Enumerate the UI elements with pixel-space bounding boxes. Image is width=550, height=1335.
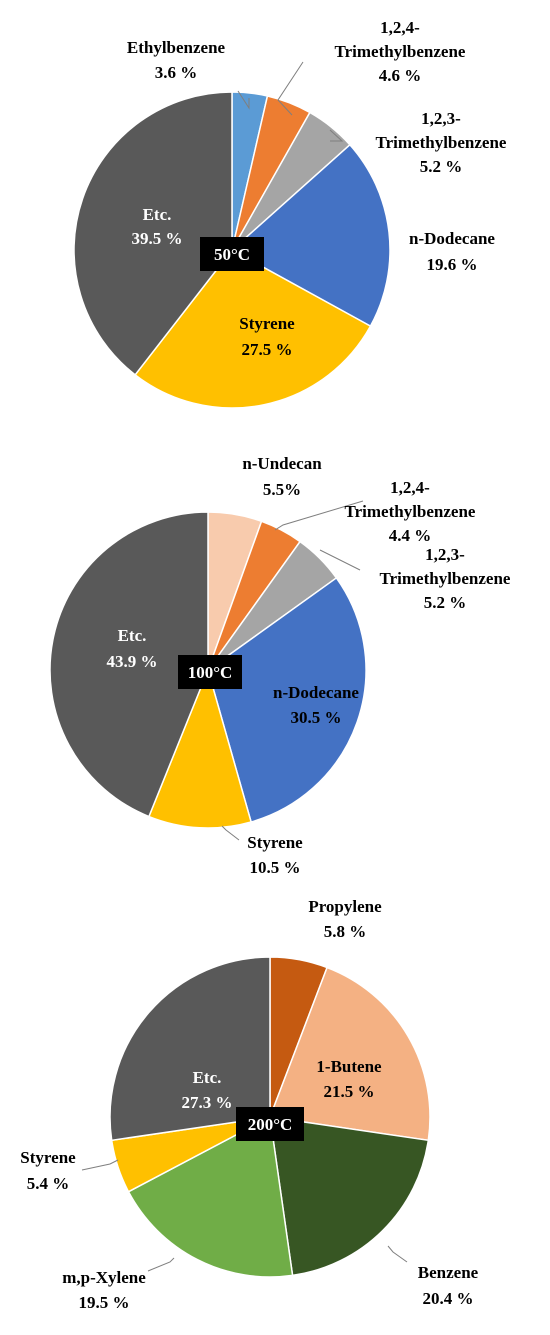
slice-name-label: Trimethylbenzene (376, 133, 507, 152)
leader-line (221, 825, 240, 841)
slice-value-label: 27.5 % (242, 340, 293, 359)
slice-name-label: Propylene (308, 897, 382, 916)
pie-slice (134, 249, 372, 409)
slice-value-label: 5.2 % (424, 593, 467, 612)
slice-value-label: 30.5 % (291, 708, 342, 727)
pie-slice (269, 1116, 430, 1277)
slice-name-label: Benzene (418, 1263, 479, 1282)
leader-line (274, 500, 364, 531)
slice-name-label: Trimethylbenzene (335, 42, 466, 61)
slice-name-label: 1,2,3- (425, 545, 465, 564)
slice-value-label: 4.4 % (389, 526, 432, 545)
slice-name-label: Styrene (239, 314, 295, 333)
slice-name-label: n-Undecan (242, 454, 322, 473)
pie-slice (147, 667, 253, 829)
slice-value-label: 39.5 % (132, 229, 183, 248)
slice-value-label: 43.9 % (107, 652, 158, 671)
pie-labels-2: Propylene 5.8 % 1-Butene 21.5 % Benzene 20.4 … (20, 897, 478, 1312)
slice-value-label: 19.6 % (427, 255, 478, 274)
slice-name-label: 1,2,4- (390, 478, 430, 497)
slice-value-label: 10.5 % (250, 858, 301, 877)
slice-name-label: Styrene (20, 1148, 76, 1167)
pie-slice (73, 91, 233, 376)
slice-name-label: Styrene (247, 833, 303, 852)
leader-line (319, 549, 361, 571)
leader-line (81, 1159, 119, 1171)
slice-value-label: 5.5% (263, 480, 301, 499)
pie-chart-1 (49, 511, 367, 829)
pie-chart-0 (73, 91, 391, 409)
pie-slice (207, 576, 367, 823)
temperature-label: 100°C (188, 663, 233, 682)
slice-name-label: 1,2,3- (421, 109, 461, 128)
slice-name-label: n-Dodecane (273, 683, 359, 702)
slice-value-label: 4.6 % (379, 66, 422, 85)
slice-value-label: 21.5 % (324, 1082, 375, 1101)
leader-line (329, 129, 344, 142)
pie-slice (109, 956, 271, 1142)
slice-value-label: 20.4 % (423, 1289, 474, 1308)
temperature-badge (200, 237, 264, 271)
temperature-badge (178, 655, 242, 689)
slice-name-label: Etc. (143, 205, 172, 224)
slice-value-label: 3.6 % (155, 63, 198, 82)
pie-labels-0: Ethylbenzene 3.6 % 1,2,4- Trimethylbenzene 4… (127, 18, 507, 359)
leader-line (387, 1245, 408, 1263)
slice-name-label: Trimethylbenzene (380, 569, 511, 588)
slice-name-label: 1,2,4- (380, 18, 420, 37)
leader-line (147, 1257, 175, 1272)
pie-slice (49, 511, 209, 818)
slice-name-label: n-Dodecane (409, 229, 495, 248)
pie-slice (268, 966, 431, 1142)
temperature-badge (236, 1107, 304, 1141)
temperature-label: 200°C (248, 1115, 293, 1134)
slice-name-label: Ethylbenzene (127, 38, 226, 57)
pie-slice (230, 143, 391, 328)
slice-value-label: 27.3 % (182, 1093, 233, 1112)
pie-labels-1: n-Undecan 5.5% 1,2,4- Trimethylbenzene 4.4 %… (107, 454, 511, 877)
slice-name-label: 1-Butene (316, 1057, 382, 1076)
slice-value-label: 5.2 % (420, 157, 463, 176)
slice-value-label: 5.4 % (27, 1174, 70, 1193)
temperature-label: 50°C (214, 245, 250, 264)
slice-name-label: Trimethylbenzene (345, 502, 476, 521)
slice-name-label: Etc. (118, 626, 147, 645)
slice-name-label: Etc. (193, 1068, 222, 1087)
slice-value-label: 19.5 % (79, 1293, 130, 1312)
slice-value-label: 5.8 % (324, 922, 367, 941)
leader-line (237, 90, 250, 110)
pie-chart-2 (109, 956, 431, 1278)
pie-slice (127, 1115, 294, 1278)
leader-line (277, 61, 304, 116)
slice-name-label: m,p-Xylene (62, 1268, 146, 1287)
